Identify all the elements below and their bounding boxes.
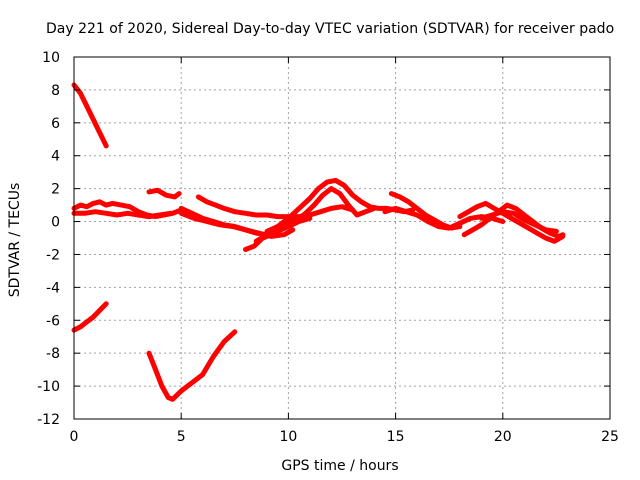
series-arc-15 — [461, 202, 566, 239]
y-axis-label: SDTVAR / TECUs — [7, 183, 23, 298]
x-tick-label: 15 — [387, 429, 405, 445]
x-tick-label: 25 — [601, 429, 619, 445]
y-tick-label: -2 — [46, 247, 60, 263]
x-tick-label: 20 — [494, 429, 512, 445]
x-tick-label: 5 — [177, 429, 186, 445]
x-tick-labels: 0 5 10 15 20 25 — [70, 429, 619, 445]
data-series — [71, 82, 566, 402]
series-arc-14 — [388, 191, 463, 231]
y-tick-label: 8 — [51, 83, 60, 99]
y-tick-label: -12 — [37, 412, 60, 428]
y-tick-labels: -12 -10 -8 -6 -4 -2 0 2 4 6 8 10 — [37, 50, 60, 428]
x-axis-label: GPS time / hours — [281, 458, 398, 474]
plot-frame — [73, 56, 611, 420]
y-tick-label: 10 — [42, 50, 60, 66]
series-arc-5 — [71, 209, 173, 220]
y-tick-label: 6 — [51, 116, 60, 132]
series-arc-12 — [264, 204, 356, 234]
y-tick-label: 0 — [51, 215, 60, 231]
y-tick-label: -6 — [46, 313, 60, 329]
axis-ticks — [73, 56, 611, 420]
series-arc-3 — [146, 329, 238, 402]
y-tick-label: -8 — [46, 346, 60, 362]
series-arc-17 — [478, 209, 559, 234]
x-tick-label: 10 — [279, 429, 297, 445]
chart-title: Day 221 of 2020, Sidereal Day-to-day VTE… — [46, 21, 614, 37]
series-arc-2 — [71, 301, 109, 333]
series-arc-1 — [71, 82, 109, 149]
y-tick-label: 2 — [51, 182, 60, 198]
x-tick-label: 0 — [70, 429, 79, 445]
y-tick-label: 4 — [51, 149, 60, 165]
y-tick-label: -10 — [37, 379, 60, 395]
y-tick-label: -4 — [46, 280, 60, 296]
series-arc-6 — [146, 187, 182, 200]
series-arc-16 — [457, 200, 566, 244]
series-arc-9 — [178, 210, 296, 239]
